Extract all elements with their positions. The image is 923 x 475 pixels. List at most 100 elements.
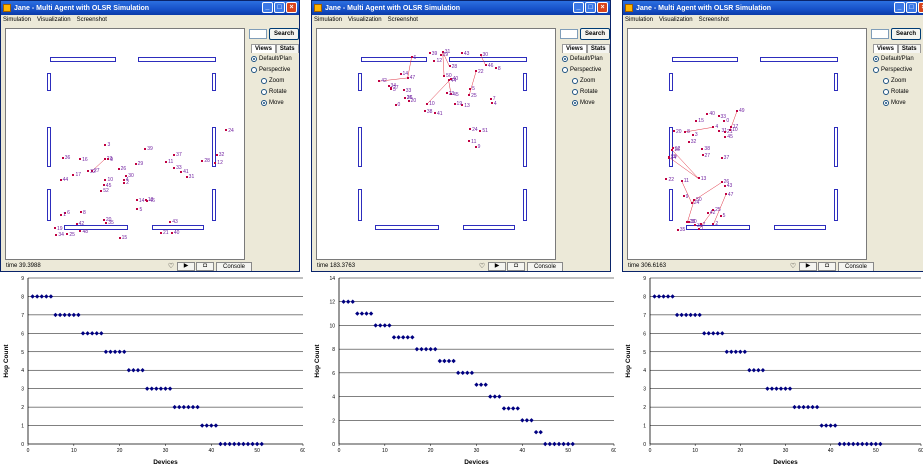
console-button[interactable]: Console [216,262,252,271]
node-label[interactable]: 42 [76,222,85,227]
node-label[interactable]: 46 [485,63,494,69]
node-label[interactable]: 26 [118,167,127,172]
node-label[interactable]: 12 [433,59,442,64]
node-label[interactable]: 7 [490,96,496,102]
node-label[interactable]: 1 [698,227,704,232]
node-label[interactable]: 25 [712,207,721,213]
simulation-canvas[interactable]: 0 30 6 46 45 47 33 26 8 22 34 31 25 44 41 39 4 42 36 38 13 29… [316,28,556,260]
console-button[interactable]: Console [838,262,874,271]
node-label[interactable]: 11 [681,179,689,184]
minimize-icon[interactable]: _ [262,2,273,13]
node-label[interactable]: 48 [79,229,88,235]
menu-simulation[interactable]: Simulation [3,17,32,23]
node-label[interactable]: 9 [683,194,689,200]
node-label[interactable]: 14 [400,71,409,77]
node-label[interactable]: 5 [720,214,726,219]
node-label[interactable]: 38 [424,109,433,115]
console-button[interactable]: Console [527,262,563,271]
node-label[interactable]: 3 [104,143,110,148]
node-label[interactable]: 47 [407,75,416,81]
node-label[interactable]: 42 [378,79,387,84]
heart-icon[interactable]: ♡ [478,263,486,270]
node-label[interactable]: 29 [135,162,144,167]
node-label[interactable]: 10 [729,128,738,133]
node-label[interactable]: 12 [672,146,681,152]
node-label[interactable]: 32 [216,153,225,158]
node-label[interactable]: 4 [491,101,497,107]
node-label[interactable]: 42 [707,211,716,216]
menu-visualization[interactable]: Visualization [348,17,382,23]
heart-icon[interactable]: ♡ [167,263,175,270]
node-label[interactable]: 30 [480,52,489,58]
search-input[interactable] [871,29,889,39]
heart-icon[interactable]: ♡ [789,263,797,270]
node-label[interactable]: 34 [55,233,64,238]
radio-move[interactable]: Move [572,100,595,106]
node-label[interactable]: 43 [169,220,178,225]
node-label[interactable]: 35 [105,221,114,226]
node-label[interactable]: 1 [60,213,66,218]
node-label[interactable]: 5 [469,87,475,92]
tab-stats[interactable]: Stats [586,44,610,53]
search-button[interactable]: Search [580,28,610,40]
node-label[interactable]: 23 [446,91,455,97]
node-label[interactable]: 33 [403,88,412,94]
node-label[interactable]: 25 [468,93,477,99]
node-label[interactable]: 6 [411,55,417,61]
radio-zoom[interactable]: Zoom [261,78,284,84]
node-label[interactable]: 25 [66,232,75,238]
node-label[interactable]: 24 [225,128,234,134]
node-label[interactable]: 22 [475,69,484,75]
maximize-icon[interactable]: □ [906,2,917,13]
node-label[interactable]: 3 [692,133,698,138]
node-label[interactable]: 40 [706,112,715,117]
maximize-icon[interactable]: □ [585,2,596,13]
node-label[interactable]: 2 [123,180,129,186]
node-label[interactable]: 26 [721,180,730,185]
node-label[interactable]: 13 [698,176,707,182]
node-label[interactable]: 2 [712,222,718,227]
radio-move[interactable]: Move [883,100,906,106]
node-label[interactable]: 7 [700,222,706,228]
node-label[interactable]: 4 [712,125,718,130]
tab-stats[interactable]: Stats [897,44,921,53]
radio-zoom[interactable]: Zoom [883,78,906,84]
node-label[interactable]: 47 [725,192,734,198]
radio-default-plan[interactable]: Default/Plan [873,56,914,62]
node-label[interactable]: 27 [702,153,711,159]
node-label[interactable]: 32 [688,139,697,145]
node-label[interactable]: 13 [461,103,470,109]
close-icon[interactable]: × [597,2,608,13]
node-label[interactable]: 5 [136,207,142,213]
node-label[interactable]: 11 [468,139,476,145]
node-label[interactable]: 20 [673,129,682,135]
camera-icon[interactable]: ◘ [507,262,525,271]
node-label[interactable]: 33 [173,166,182,171]
close-icon[interactable]: × [918,2,923,13]
record-icon[interactable]: ▶ [177,262,195,271]
radio-rotate[interactable]: Rotate [883,89,909,95]
simulation-canvas[interactable]: 40 44 37 52 29 25 23 26 6 27 19 42 9 30 46 36 3 31 14 33 45 2… [5,28,245,260]
record-icon[interactable]: ▶ [488,262,506,271]
node-label[interactable]: 0 [723,119,729,124]
node-label[interactable]: 10 [426,101,435,107]
node-label[interactable]: 8 [495,66,501,72]
radio-perspective[interactable]: Perspective [562,67,601,73]
node-label[interactable]: 28 [201,159,210,164]
node-label[interactable]: 45 [724,135,733,140]
node-label[interactable]: 12 [214,160,223,166]
node-label[interactable]: 50 [693,198,702,203]
node-label[interactable]: 9 [107,157,113,163]
radio-zoom[interactable]: Zoom [572,78,595,84]
radio-move[interactable]: Move [261,100,284,106]
node-label[interactable]: 22 [665,177,674,183]
node-label[interactable]: 36 [62,156,71,161]
node-label[interactable]: 0 [395,103,401,108]
search-input[interactable] [249,29,267,39]
tab-views[interactable]: Views [873,44,898,53]
simulation-canvas[interactable]: 24 50 40 35 15 28 49 17 42 16 20 31 10 13 12 2 11 22 5 26 45… [627,28,867,260]
node-label[interactable]: 40 [171,230,180,236]
node-label[interactable]: 16 [79,157,88,163]
radio-rotate[interactable]: Rotate [261,89,287,95]
node-label[interactable]: 27 [91,169,100,174]
